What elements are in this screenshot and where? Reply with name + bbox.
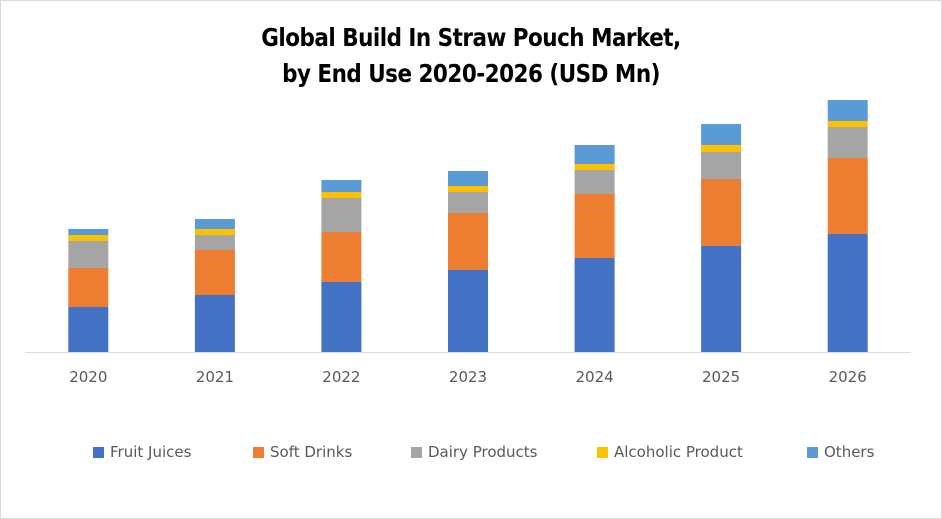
bar-stack-2021 — [194, 219, 235, 352]
chart-title: Global Build In Straw Pouch Market, by E… — [66, 20, 876, 92]
bar-segment-others-2022 — [321, 180, 362, 192]
bar-segment-alcoholic-product-2022 — [321, 192, 362, 198]
legend-swatch — [807, 446, 818, 458]
legend-item-fruit-juices: Fruit Juices — [93, 443, 191, 461]
legend-swatch — [411, 446, 422, 458]
bar-segment-alcoholic-product-2023 — [448, 186, 488, 192]
bar-segment-soft-drinks-2022 — [321, 232, 362, 282]
bar-segment-alcoholic-product-2021 — [194, 229, 235, 235]
chart-title-line-1: Global Build In Straw Pouch Market, — [261, 23, 681, 52]
bar-segment-others-2021 — [194, 219, 235, 229]
bar-segment-dairy-products-2021 — [194, 235, 235, 250]
bar-segment-dairy-products-2026 — [827, 127, 868, 158]
x-tick-label: 2026 — [829, 368, 867, 386]
bar-segment-fruit-juices-2024 — [574, 258, 615, 352]
bar-segment-others-2023 — [448, 171, 488, 186]
bar-segment-fruit-juices-2026 — [827, 234, 868, 352]
x-tick-label: 2024 — [576, 368, 614, 386]
x-tick-label: 2020 — [69, 368, 107, 386]
bar-segment-soft-drinks-2024 — [574, 194, 615, 258]
bar-stack-2026 — [827, 100, 868, 352]
x-tick-label: 2022 — [322, 368, 360, 386]
bar-segment-fruit-juices-2022 — [321, 282, 362, 352]
bar-segment-alcoholic-product-2024 — [574, 164, 615, 170]
legend-swatch — [597, 446, 608, 458]
bar-segment-alcoholic-product-2020 — [68, 235, 109, 241]
bar-segment-others-2020 — [68, 229, 109, 235]
bar-segment-alcoholic-product-2026 — [827, 121, 868, 127]
bar-stack-2023 — [448, 171, 488, 352]
x-tick-label: 2023 — [449, 368, 487, 386]
bar-stack-2024 — [574, 145, 615, 352]
bar-segment-dairy-products-2025 — [701, 152, 742, 179]
bar-segment-soft-drinks-2020 — [68, 268, 109, 307]
bar-segment-dairy-products-2023 — [448, 192, 488, 213]
bar-segment-soft-drinks-2026 — [827, 158, 868, 234]
bar-segment-fruit-juices-2023 — [448, 270, 488, 352]
x-tick-label: 2021 — [196, 368, 234, 386]
legend-label: Soft Drinks — [270, 443, 353, 461]
bar-segment-fruit-juices-2021 — [194, 295, 235, 352]
legend-label: Alcoholic Product — [614, 443, 743, 461]
bar-segment-fruit-juices-2020 — [68, 307, 109, 352]
legend-swatch — [93, 446, 104, 458]
bar-segment-soft-drinks-2025 — [701, 179, 742, 246]
legend-item-others: Others — [807, 443, 874, 461]
chart-title-line-2: by End Use 2020-2026 (USD Mn) — [282, 59, 660, 88]
legend-swatch — [253, 446, 264, 458]
bar-segment-others-2026 — [827, 100, 868, 121]
bar-stack-2025 — [701, 124, 742, 352]
bar-segment-dairy-products-2022 — [321, 198, 362, 232]
bar-stack-2022 — [321, 180, 362, 352]
bar-segment-dairy-products-2024 — [574, 170, 615, 194]
x-tick-label: 2025 — [702, 368, 740, 386]
chart-legend: Fruit Juices Soft Drinks Dairy Products Alc… — [0, 443, 942, 463]
legend-item-soft-drinks: Soft Drinks — [253, 443, 352, 461]
bar-segment-others-2025 — [701, 124, 742, 145]
bar-stack-2020 — [68, 229, 109, 352]
bar-segment-soft-drinks-2023 — [448, 213, 488, 270]
bar-segment-others-2024 — [574, 145, 615, 164]
legend-label: Fruit Juices — [110, 443, 192, 461]
legend-label: Dairy Products — [428, 443, 538, 461]
legend-item-alcoholic-product: Alcoholic Product — [597, 443, 743, 461]
bar-segment-dairy-products-2020 — [68, 241, 109, 268]
bar-segment-alcoholic-product-2025 — [701, 145, 742, 152]
bar-segment-soft-drinks-2021 — [194, 250, 235, 295]
legend-label: Others — [824, 443, 875, 461]
bar-segment-fruit-juices-2025 — [701, 246, 742, 352]
legend-item-dairy-products: Dairy Products — [411, 443, 538, 461]
